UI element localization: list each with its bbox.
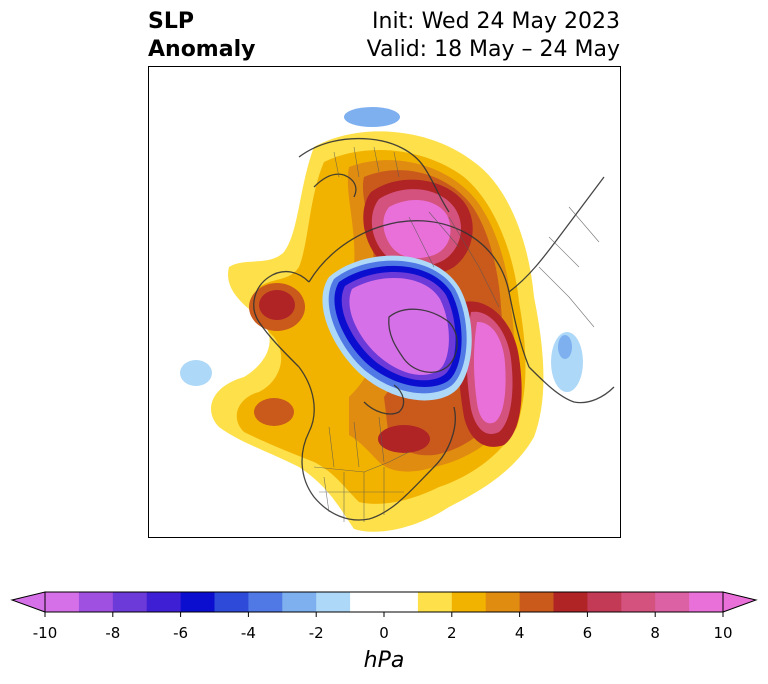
coast-greenland xyxy=(388,308,458,373)
init-date: Init: Wed 24 May 2023 xyxy=(372,9,620,34)
colorbar-tick-label: -6 xyxy=(173,624,188,642)
colorbar-bin xyxy=(112,592,148,612)
border-canada-provinces xyxy=(328,416,385,468)
title-line-2: Anomaly xyxy=(148,37,256,62)
arctic-low-center xyxy=(349,278,449,375)
colorbar-bin xyxy=(485,592,521,612)
colorbar-tick-label: -2 xyxy=(309,624,324,642)
colorbar-bin xyxy=(248,592,283,612)
border-us-canada xyxy=(313,451,410,473)
colorbar-tick-label: 2 xyxy=(447,624,457,642)
colorbar-bin xyxy=(214,592,249,612)
central-asia-low-core xyxy=(558,335,572,359)
west-pacific-low xyxy=(180,360,212,386)
valid-range: Valid: 18 May – 24 May xyxy=(366,37,620,62)
negative-anomaly-field xyxy=(322,255,472,401)
aleutian-high-6 xyxy=(259,290,295,320)
colorbar-tick-label: 4 xyxy=(515,624,525,642)
coast-eurasia-north xyxy=(308,220,530,368)
date-info: Init: Wed 24 May 2023 Valid: 18 May – 24… xyxy=(367,8,620,64)
coast-asia-east xyxy=(508,176,605,293)
colorbar-bin xyxy=(350,592,419,612)
coast-north-america xyxy=(298,366,456,521)
border-asia-south xyxy=(538,206,600,328)
colorbar-bin xyxy=(417,592,453,612)
coastlines xyxy=(253,137,615,521)
colorbar-bin xyxy=(146,592,182,612)
colorbar-bin xyxy=(78,592,114,612)
border-us-states-1 xyxy=(323,476,330,513)
coast-alaska xyxy=(253,270,310,368)
siberia-high-9 xyxy=(383,200,451,259)
colorbar-bin xyxy=(655,592,690,612)
colorbar-unit: hPa xyxy=(364,648,405,673)
colorbar-bin xyxy=(45,592,80,612)
anomaly-map xyxy=(148,66,621,538)
europe-low xyxy=(344,107,400,127)
coast-hudson-bay xyxy=(363,384,405,415)
colorbar-bin xyxy=(621,592,656,612)
colorbar-bin xyxy=(451,592,487,612)
title-line-1: SLP xyxy=(148,9,194,34)
colorbar-extend-high xyxy=(722,591,758,613)
colorbar-tick-label: 10 xyxy=(713,624,732,642)
colorbar-bins xyxy=(45,592,724,612)
colorbar-ticks: -10 -8 -6 -4 -2 0 2 4 6 8 10 xyxy=(33,612,733,642)
colorbar-bin xyxy=(587,592,622,612)
colorbar-bin xyxy=(282,592,317,612)
colorbar-bin xyxy=(180,592,215,612)
colorbar-bin xyxy=(553,592,588,612)
coast-asia-south xyxy=(528,366,615,404)
eastern-canada-high-5 xyxy=(378,425,430,453)
atlantic-high-9 xyxy=(473,321,506,424)
colorbar-bin xyxy=(316,592,351,612)
map-title: SLP Anomaly xyxy=(148,8,255,64)
coast-europe xyxy=(298,137,450,213)
anomaly-map-svg xyxy=(180,107,615,532)
colorbar-tick-label: 8 xyxy=(650,624,660,642)
gulf-alaska-high-4 xyxy=(254,398,294,426)
political-borders xyxy=(313,146,600,522)
colorbar-bin xyxy=(689,592,724,612)
colorbar-tick-label: -4 xyxy=(241,624,256,642)
colorbar-tick-label: 0 xyxy=(379,624,389,642)
colorbar-extend-low xyxy=(10,591,46,613)
colorbar-bin xyxy=(519,592,554,612)
colorbar: -10 -8 -6 -4 -2 0 2 4 6 8 10 hPa xyxy=(10,591,758,673)
colorbar-tick-label: -8 xyxy=(105,624,120,642)
border-russia-asia xyxy=(408,211,500,308)
colorbar-tick-label: 6 xyxy=(583,624,593,642)
coast-mediterranean xyxy=(313,173,357,198)
colorbar-tick-label: -10 xyxy=(33,624,58,642)
border-europe xyxy=(333,146,400,178)
